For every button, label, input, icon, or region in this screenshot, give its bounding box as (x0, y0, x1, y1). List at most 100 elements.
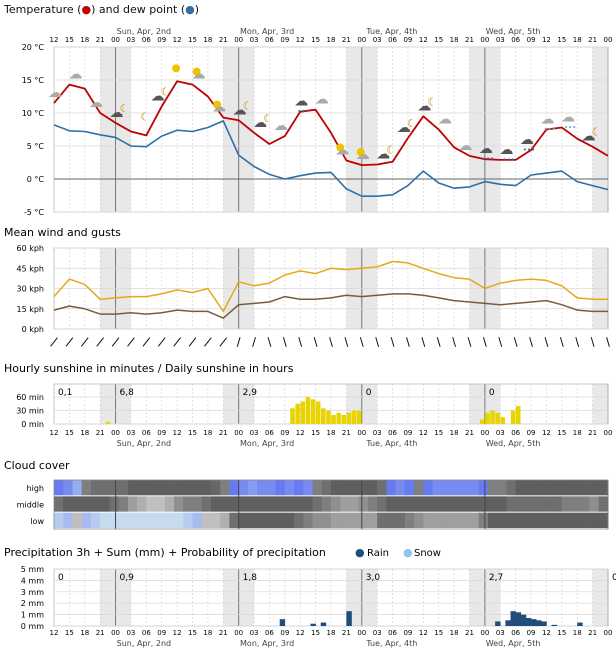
sunshine-hour-tick: 06 (142, 429, 151, 437)
cloud-icon: ☁ (274, 118, 288, 134)
cloud-cell (100, 512, 110, 528)
cloud-cell (257, 480, 267, 496)
cloud-cell (127, 480, 138, 496)
cloud-icon: ☁ (356, 147, 370, 163)
cloud-cell (229, 512, 240, 528)
cloud-cell (100, 480, 110, 496)
temperature-hour-tick: 00 (480, 36, 489, 44)
wind-direction-arrow (559, 337, 564, 347)
cloud-cell (580, 512, 590, 528)
cloud-cell (284, 496, 295, 512)
cloud-cell (598, 512, 609, 528)
precipitation-bar (346, 611, 352, 626)
temperature-y-tick: 15 °C (22, 76, 45, 85)
cloud-cell (275, 480, 286, 496)
cloud-cell (90, 480, 101, 496)
cloud-cell (358, 480, 369, 496)
precipitation-hour-tick: 15 (434, 629, 443, 637)
precipitation-hour-tick: 03 (496, 629, 505, 637)
sunshine-hour-tick: 18 (573, 429, 582, 437)
rain-drops-icon: ••• (297, 108, 309, 116)
cloud-cell (266, 496, 276, 512)
cloud-cell (127, 496, 138, 512)
sun-cloud-icon: ☁ (356, 147, 370, 163)
sunshine-bar (290, 408, 295, 424)
wind-direction-arrow (298, 337, 303, 347)
cloud-cell (414, 496, 424, 512)
cloud-icon: ☁ (520, 132, 534, 148)
cloud-cell (460, 496, 470, 512)
precipitation-hour-tick: 03 (373, 629, 382, 637)
cloud-cell (543, 480, 553, 496)
sun-cloud-icon: ☁ (335, 143, 349, 159)
cloud-cell (441, 496, 452, 512)
cloud-cell (349, 496, 360, 512)
cloud-cell (183, 480, 193, 496)
cloud-cell (294, 512, 304, 528)
cloud-cell (137, 512, 147, 528)
cloud-cell (81, 512, 92, 528)
temperature-hour-tick: 15 (188, 36, 197, 44)
precipitation-hour-tick: 12 (419, 629, 428, 637)
cloud-cell (109, 496, 120, 512)
snow-flakes-icon: ••• (564, 124, 576, 132)
cloud-cell (294, 480, 304, 496)
moon-cloud-icon: ☾☁ (581, 126, 601, 145)
cloud-cell (118, 512, 129, 528)
cloud-cell (247, 480, 258, 496)
rain-drops-icon: ••• (482, 155, 494, 163)
cloud-cell (331, 496, 341, 512)
temperature-hour-tick: 09 (157, 36, 166, 44)
snow-flakes-icon: ••• (543, 126, 555, 134)
precipitation-bar (505, 620, 511, 626)
cloud-cell (552, 496, 563, 512)
cloud-rain-icon: ☁••• (499, 142, 514, 164)
sunshine-bar (341, 415, 347, 424)
cloud-cell (238, 480, 249, 496)
sunshine-hour-tick: 09 (157, 429, 166, 437)
moon-cloud-icon: ☾☁ (397, 117, 417, 136)
sunshine-hour-tick: 21 (219, 429, 228, 437)
precipitation-hour-tick: 15 (65, 629, 74, 637)
wind-direction-arrow (282, 337, 287, 347)
precipitation-y-tick: 5 mm (21, 565, 44, 574)
cloud-cell (487, 480, 498, 496)
sunshine-bar (515, 406, 521, 424)
cloud-icon: ☁ (48, 85, 62, 101)
moon-icon: ☾ (386, 143, 396, 156)
wind-direction-arrow (344, 337, 349, 347)
cloud-cell (155, 512, 166, 528)
sunshine-bar (480, 419, 485, 424)
sun-cloud-icon: ☁ (192, 67, 206, 83)
cloud-cell (506, 512, 517, 528)
cloud-cell (210, 496, 221, 512)
precipitation-hour-tick: 06 (511, 629, 520, 637)
cloud-icon: ☁ (48, 85, 62, 101)
cloud-cell (266, 480, 276, 496)
wind-direction-arrow (81, 337, 89, 347)
cloud-cell (460, 512, 470, 528)
wind-direction-arrow (498, 337, 503, 347)
cloud-icon: ☁ (315, 92, 329, 108)
wind-direction-arrow (375, 337, 380, 347)
sunshine-hour-tick: 00 (604, 429, 613, 437)
cloud-cell (404, 480, 415, 496)
temperature-y-tick: 5 °C (27, 142, 45, 151)
sunshine-bar (326, 410, 331, 424)
precipitation-hour-tick: 12 (173, 629, 182, 637)
temperature-hour-tick: 06 (142, 36, 151, 44)
daily-sunshine-total: 2,9 (243, 388, 258, 398)
cloud-icon: ☁ (479, 141, 493, 157)
temperature-hour-tick: 21 (465, 36, 474, 44)
precipitation-bar (577, 622, 583, 626)
snow-legend-label: Snow (414, 548, 441, 559)
cloud-cell (174, 480, 184, 496)
temperature-hour-tick: 12 (419, 36, 428, 44)
precipitation-hour-tick: 12 (542, 629, 551, 637)
cloud-icon: ☁ (294, 94, 308, 110)
sunshine-bar (310, 399, 316, 424)
temperature-hour-tick: 15 (65, 36, 74, 44)
night-shade (592, 47, 608, 212)
cloud-cell (164, 512, 175, 528)
precipitation-hour-tick: 03 (126, 629, 135, 637)
